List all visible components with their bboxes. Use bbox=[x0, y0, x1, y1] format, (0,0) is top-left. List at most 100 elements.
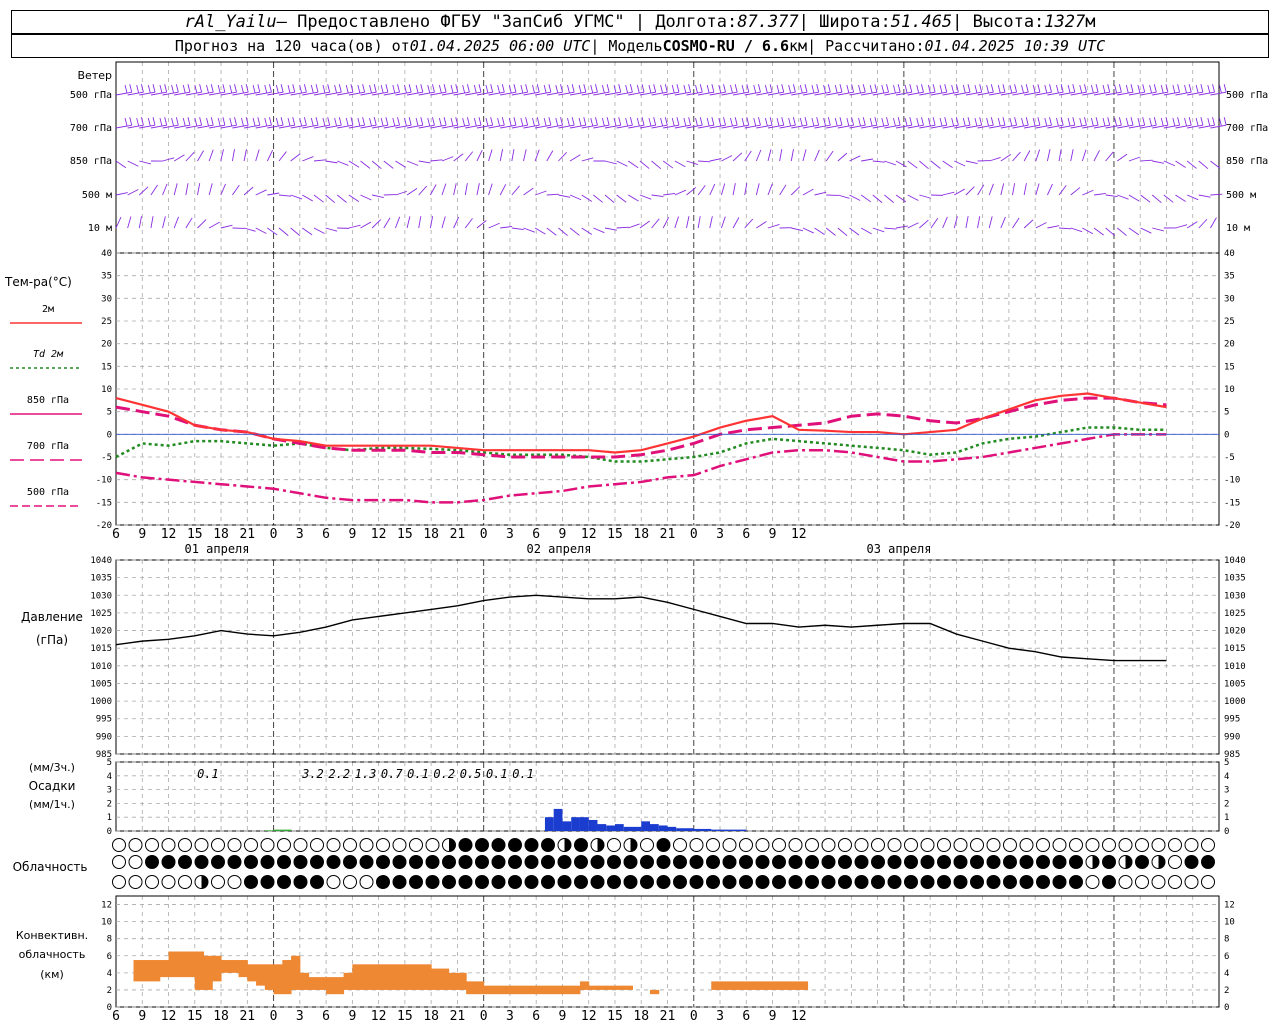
wind-barb bbox=[1163, 160, 1176, 167]
temp-tick-right: 40 bbox=[1224, 249, 1235, 259]
wind-barb bbox=[232, 124, 249, 129]
wind-barb bbox=[1210, 217, 1217, 229]
wind-barb bbox=[278, 91, 295, 96]
wind-barb-feather bbox=[839, 84, 843, 93]
wind-barb bbox=[290, 91, 307, 96]
cloud-circle bbox=[409, 855, 423, 869]
convective-unit: (км) bbox=[40, 968, 64, 981]
wind-barb-feather bbox=[1149, 84, 1153, 94]
cloud-circle bbox=[854, 838, 869, 852]
wind-barb bbox=[558, 227, 568, 237]
pressure-tick-right: 985 bbox=[1224, 750, 1240, 760]
temp-tick-right: 25 bbox=[1224, 317, 1235, 327]
wind-barb bbox=[1035, 149, 1041, 162]
wind-barb bbox=[593, 124, 610, 129]
wind-barb-feather bbox=[979, 84, 983, 93]
wind-barb-feather bbox=[997, 117, 1001, 127]
wind-level-label-right: 700 гПа bbox=[1226, 123, 1268, 134]
precip-3h-sum: 0.1 bbox=[512, 767, 534, 781]
cloud-circle bbox=[920, 875, 935, 889]
wind-barb bbox=[826, 91, 843, 96]
precip-bar bbox=[597, 824, 607, 831]
wind-barb bbox=[255, 124, 272, 129]
cloud-circle bbox=[755, 855, 770, 869]
wind-barb bbox=[581, 91, 598, 96]
wind-barb bbox=[1000, 183, 1005, 196]
cloud-circle bbox=[293, 838, 308, 852]
precip-bar bbox=[737, 829, 747, 831]
wind-barb-feather bbox=[641, 84, 645, 93]
altitude-label: | Высота: bbox=[952, 12, 1045, 32]
cloud-cover-icon bbox=[293, 875, 308, 889]
wind-barb-feather bbox=[490, 84, 494, 93]
cloud-cover-icon bbox=[277, 838, 291, 852]
cloud-cover-icon bbox=[937, 875, 951, 889]
cloud-cover-icon bbox=[953, 855, 968, 869]
wind-barb bbox=[406, 91, 423, 96]
wind-barb bbox=[418, 91, 435, 96]
wind-barb-feather bbox=[676, 84, 680, 93]
wind-barb-feather bbox=[792, 117, 796, 126]
wind-barb-feather bbox=[450, 84, 454, 94]
wind-barb-feather bbox=[303, 117, 307, 126]
wind-barb-feather bbox=[1142, 117, 1146, 126]
wind-barb-feather bbox=[944, 84, 948, 93]
wind-barb-feather bbox=[1067, 117, 1071, 127]
wind-barb bbox=[174, 91, 191, 96]
wind-barb-feather bbox=[1021, 84, 1024, 94]
cloud-cover-icon bbox=[871, 838, 885, 852]
wind-barb-feather bbox=[967, 117, 971, 126]
wind-barb bbox=[616, 226, 629, 229]
time-label: 18 bbox=[633, 527, 649, 542]
cloud-cover-icon bbox=[854, 875, 869, 889]
wind-barb bbox=[755, 183, 760, 196]
wind-barb bbox=[243, 124, 260, 129]
wind-barb bbox=[663, 192, 676, 196]
wind-barb-feather bbox=[1200, 117, 1204, 126]
wind-barb-feather bbox=[1002, 84, 1006, 93]
cloud-circle bbox=[227, 855, 242, 869]
wind-barb bbox=[290, 194, 303, 200]
wind-barb-feather bbox=[194, 84, 198, 94]
wind-barb bbox=[441, 124, 458, 129]
cloud-cover-icon bbox=[1184, 838, 1199, 852]
wind-barb bbox=[266, 150, 274, 162]
wind-barb-feather bbox=[427, 117, 431, 127]
wind-barb bbox=[756, 124, 773, 129]
time-label-bottom: 3 bbox=[296, 1009, 304, 1024]
cloud-circle bbox=[1085, 875, 1100, 889]
wind-barb bbox=[965, 216, 969, 229]
cloud-cover-icon bbox=[376, 838, 390, 852]
wind-barb bbox=[441, 156, 454, 162]
wind-barb bbox=[965, 186, 975, 196]
wind-barb bbox=[907, 222, 919, 229]
cloud-circle bbox=[1168, 875, 1182, 889]
cloud-cover-icon bbox=[673, 855, 687, 869]
cloud-circle bbox=[970, 855, 984, 869]
wind-barb bbox=[1210, 91, 1227, 96]
wind-barb bbox=[569, 194, 582, 201]
latitude-value: 51.465 bbox=[890, 12, 953, 32]
wind-barb-feather bbox=[525, 84, 529, 93]
wind-barb-feather bbox=[1207, 117, 1211, 127]
cloud-cover-icon bbox=[409, 875, 423, 889]
cloud-cover-icon bbox=[1052, 838, 1067, 852]
wind-barb-feather bbox=[927, 84, 931, 94]
wind-barb bbox=[1070, 187, 1081, 196]
wind-barb-feather bbox=[466, 84, 470, 93]
wind-barb bbox=[185, 217, 193, 229]
wind-barb-feather bbox=[618, 84, 622, 93]
cloud-circle bbox=[293, 855, 308, 869]
temp-title: Тем-ра(°C) bbox=[4, 275, 72, 289]
cloud-circle bbox=[1184, 838, 1199, 852]
wind-barb bbox=[954, 188, 965, 196]
wind-barb bbox=[1117, 124, 1134, 129]
cloud-circle bbox=[937, 875, 951, 889]
cloud-cover-icon bbox=[194, 855, 209, 869]
convective-bar bbox=[343, 972, 353, 990]
convective-bar bbox=[448, 972, 458, 990]
wind-barb bbox=[453, 153, 464, 162]
cloud-circle bbox=[656, 875, 671, 889]
convective-bar bbox=[720, 981, 730, 990]
pressure-tick-left: 995 bbox=[96, 715, 112, 725]
